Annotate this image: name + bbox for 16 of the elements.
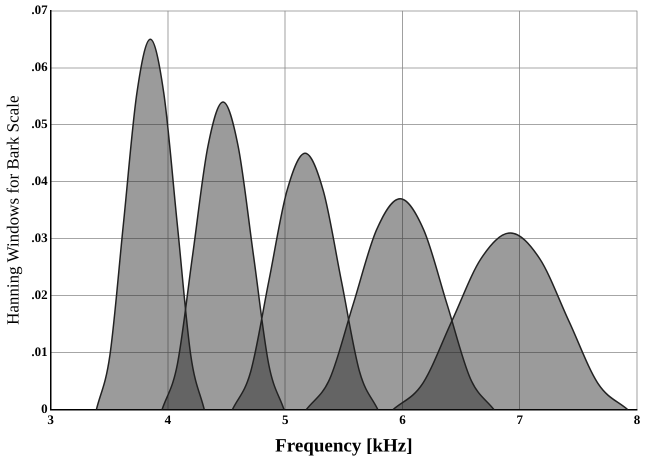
y-tick-label: .05 (31, 116, 48, 132)
x-tick-label: 6 (399, 412, 406, 427)
y-tick-label: 0 (41, 400, 48, 416)
x-tick-label: 7 (516, 412, 524, 427)
x-tick-label: 5 (282, 412, 289, 427)
y-tick-label: .02 (31, 287, 48, 302)
y-axis-title: Hanning Windows for Bark Scale (4, 95, 23, 325)
x-axis-title: Frequency [kHz] (275, 436, 413, 457)
x-tick-label: 3 (47, 412, 54, 427)
y-tick-label: .01 (31, 344, 48, 359)
y-tick-label: .06 (31, 59, 48, 74)
y-tick-label: .07 (31, 2, 48, 18)
y-tick-label: .04 (31, 173, 48, 188)
x-tick-label: 4 (164, 412, 172, 427)
x-tick-label: 8 (634, 412, 641, 427)
y-tick-label: .03 (31, 230, 48, 246)
